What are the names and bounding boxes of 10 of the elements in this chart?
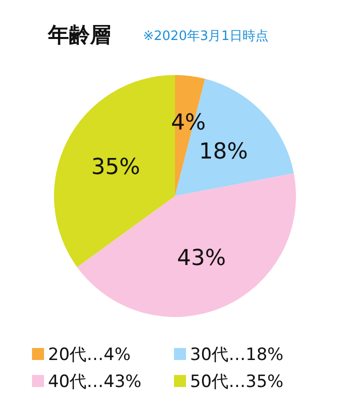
data-label: 18% — [199, 139, 248, 164]
legend-label: 50代…35% — [190, 372, 284, 392]
chart-title: 年齢層 — [47, 23, 111, 47]
data-label: 35% — [91, 154, 140, 180]
chart-subtitle: ※2020年3月1日時点 — [143, 29, 269, 44]
pie-slice — [77, 173, 296, 317]
data-label: 43% — [176, 246, 226, 272]
legend-label: 40代…43% — [48, 372, 142, 392]
legend-label: 20代…4% — [48, 345, 131, 365]
legend-label: 30代…18% — [190, 345, 284, 365]
